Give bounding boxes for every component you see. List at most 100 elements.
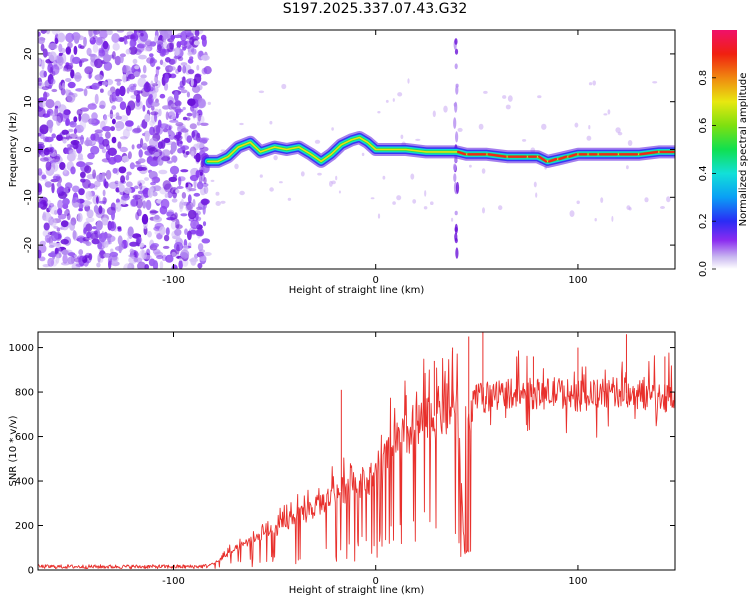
noise-blob xyxy=(61,249,69,256)
noise-blob xyxy=(148,93,153,99)
faint-noise-blob xyxy=(377,111,381,114)
noise-blob xyxy=(136,208,142,217)
noise-blob xyxy=(115,115,122,120)
noise-blob xyxy=(181,192,187,199)
noise-blob xyxy=(142,104,146,112)
noise-blob xyxy=(85,216,95,223)
noise-blob xyxy=(70,166,76,175)
noise-blob xyxy=(173,90,179,102)
noise-blob xyxy=(102,126,112,132)
noise-blob xyxy=(128,46,138,55)
snr-line xyxy=(38,350,675,570)
noise-blob xyxy=(84,66,94,75)
noise-blob xyxy=(201,67,208,75)
noise-blob xyxy=(142,65,147,74)
snr-x-tick-label: 0 xyxy=(373,576,379,587)
faint-noise-blob xyxy=(281,83,287,90)
noise-blob xyxy=(96,262,101,268)
faint-noise-blob xyxy=(498,205,503,211)
faint-noise-blob xyxy=(215,201,221,206)
faint-noise-blob xyxy=(569,210,575,218)
noise-blob xyxy=(190,229,197,235)
noise-blob xyxy=(73,116,78,123)
noise-blob xyxy=(77,153,83,160)
faint-noise-blob xyxy=(210,179,215,182)
noise-blob xyxy=(159,59,164,66)
noise-blob xyxy=(154,86,159,93)
noise-blob xyxy=(39,132,45,140)
noise-blob xyxy=(44,147,53,153)
noise-blob xyxy=(203,185,209,195)
noise-blob xyxy=(121,194,130,201)
spectrogram-x-tick-label: -100 xyxy=(162,275,185,286)
noise-blob xyxy=(51,88,58,93)
ridge-peak-segment xyxy=(639,150,659,156)
noise-blob xyxy=(153,151,160,157)
noise-blob xyxy=(54,105,59,109)
noise-blob xyxy=(142,200,147,209)
noise-blob xyxy=(182,106,186,111)
noise-blob xyxy=(173,134,183,141)
noise-blob xyxy=(94,58,103,69)
faint-noise-blob xyxy=(541,123,547,130)
noise-blob xyxy=(176,41,182,49)
noise-blob xyxy=(97,253,101,263)
colorbar-tick-label: 0.0 xyxy=(698,261,709,277)
snr-y-tick-label: 600 xyxy=(15,432,34,443)
noise-blob xyxy=(189,123,197,130)
noise-blob xyxy=(50,64,60,75)
noise-blob xyxy=(98,205,103,214)
noise-blob xyxy=(197,98,206,107)
ridge-peak-segment xyxy=(548,157,558,163)
faint-noise-blob xyxy=(234,163,239,170)
noise-blob xyxy=(78,113,82,122)
noise-blob xyxy=(165,57,171,63)
noise-blob xyxy=(132,233,142,239)
noise-blob xyxy=(130,198,136,207)
noise-blob xyxy=(151,105,155,111)
noise-blob xyxy=(43,92,50,98)
noise-blob xyxy=(101,81,109,86)
noise-blob xyxy=(43,222,50,231)
noise-blob xyxy=(73,75,82,79)
noise-blob xyxy=(54,247,59,255)
noise-blob xyxy=(103,54,112,63)
noise-blob xyxy=(129,241,138,247)
noise-blob xyxy=(125,181,133,188)
colorbar-tick-label: 0.8 xyxy=(698,70,709,86)
noise-blob xyxy=(187,98,196,106)
noise-blob xyxy=(53,225,59,229)
noise-blob xyxy=(201,37,207,47)
noise-blob xyxy=(57,208,63,216)
noise-blob xyxy=(200,137,210,141)
faint-noise-blob xyxy=(574,122,579,128)
noise-blob xyxy=(49,112,58,117)
noise-blob xyxy=(100,247,104,258)
noise-blob xyxy=(98,49,106,57)
streak-blob xyxy=(455,131,459,143)
noise-blob xyxy=(85,223,93,232)
noise-blob xyxy=(153,125,161,135)
noise-blob xyxy=(179,40,188,46)
noise-blob xyxy=(122,65,129,73)
noise-blob xyxy=(179,141,183,144)
noise-blob xyxy=(180,249,190,259)
noise-blob xyxy=(111,136,117,144)
noise-blob xyxy=(182,116,188,121)
faint-noise-blob xyxy=(361,152,365,157)
noise-blob xyxy=(95,37,103,46)
noise-blob xyxy=(97,241,103,250)
noise-blob xyxy=(95,196,99,204)
noise-blob xyxy=(94,93,99,105)
noise-blob xyxy=(202,221,207,227)
spectrogram-noise-region xyxy=(38,30,671,269)
noise-blob xyxy=(42,212,52,222)
noise-blob xyxy=(164,30,173,39)
noise-blob xyxy=(79,107,89,112)
noise-blob xyxy=(88,53,96,57)
noise-blob xyxy=(185,32,194,36)
noise-blob xyxy=(63,109,71,116)
noise-blob xyxy=(81,113,90,123)
faint-noise-blob xyxy=(522,139,527,142)
spectrogram-ridge xyxy=(201,131,675,168)
